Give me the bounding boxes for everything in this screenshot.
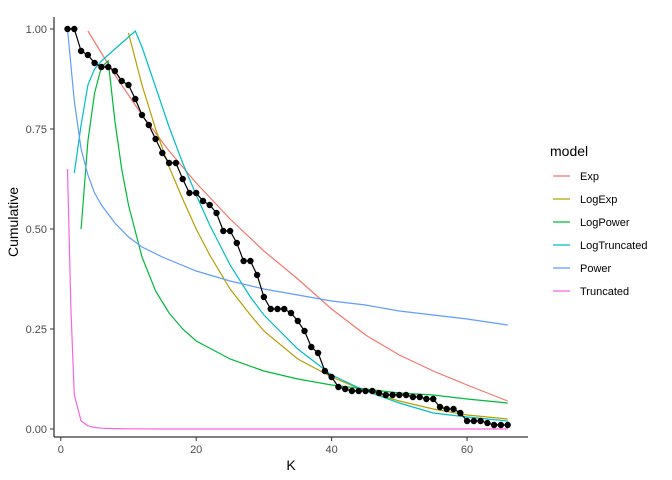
observed-point [240, 257, 247, 265]
observed-point [362, 387, 369, 395]
observed-point [375, 389, 383, 397]
observed-point [484, 419, 491, 427]
observed-point [71, 25, 78, 33]
observed-point [402, 391, 410, 399]
x-tick-label: 0 [58, 444, 64, 456]
observed-point [253, 271, 261, 279]
axes [53, 17, 528, 438]
series-line-logexp [127, 32, 508, 420]
observed-point [267, 305, 274, 313]
legend-title: model [550, 143, 588, 159]
legend-label-power: Power [580, 263, 612, 275]
series-line-logpower [80, 59, 508, 404]
observed-point [382, 391, 389, 399]
observed-point [423, 395, 430, 403]
y-tick-label: 0.00 [26, 424, 47, 436]
observed-point [450, 405, 457, 413]
x-tick-label: 60 [461, 444, 473, 456]
model-lines [64, 25, 511, 430]
legend-label-exp: Exp [580, 171, 599, 183]
observed-point [125, 81, 132, 89]
y-tick-label: 0.50 [26, 224, 47, 236]
y-tick-label: 1.00 [26, 24, 47, 36]
observed-point [165, 159, 173, 167]
y-axis-title: Cumulative [5, 187, 21, 257]
observed-point [409, 393, 417, 401]
observed-point [247, 257, 254, 265]
legend-label-logexp: LogExp [580, 194, 617, 206]
observed-point [308, 343, 315, 351]
observed-point [457, 409, 464, 417]
observed-point [111, 67, 119, 75]
observed-point [301, 327, 308, 335]
observed-point [199, 197, 207, 205]
observed-point [159, 149, 166, 157]
series-line-exp [87, 30, 508, 402]
observed-point [389, 391, 396, 399]
observed-point [132, 95, 139, 103]
observed-point [260, 293, 268, 301]
observed-point [490, 421, 498, 429]
observed-point [335, 383, 342, 391]
observed-point [274, 305, 281, 313]
observed-point [281, 305, 288, 313]
x-tick-label: 20 [190, 444, 202, 456]
observed-point [172, 159, 180, 167]
observed-point [477, 417, 484, 425]
observed-point [436, 403, 444, 411]
observed-point [430, 395, 437, 403]
ticks: 0 20 40 60 0.00 0.25 0.50 0.75 1.00 [26, 24, 474, 456]
observed-point [396, 391, 403, 399]
observed-point [348, 387, 356, 395]
legend-label-truncated: Truncated [580, 286, 629, 298]
observed-point [220, 227, 227, 235]
observed-point [105, 63, 112, 71]
observed-point [77, 47, 85, 55]
observed-point [443, 405, 450, 413]
series-line-truncated [66, 168, 508, 430]
series-line-power [66, 28, 508, 326]
x-tick-label: 40 [326, 444, 338, 456]
observed-point [206, 201, 213, 209]
observed-point [504, 421, 511, 429]
observed-point [470, 417, 477, 425]
observed-point [186, 189, 193, 197]
x-axis-title: K [286, 457, 296, 473]
observed-point [193, 189, 200, 197]
y-tick-label: 0.25 [26, 324, 47, 336]
observed-point [328, 373, 335, 381]
observed-point [355, 387, 362, 395]
observed-point [226, 227, 234, 235]
observed-point [342, 385, 349, 393]
legend-label-logtruncated: LogTruncated [580, 240, 647, 252]
observed-point [321, 367, 329, 375]
observed-point [118, 77, 125, 85]
observed-point [145, 121, 152, 129]
observed-point [369, 387, 376, 395]
observed-point [463, 417, 471, 425]
legend-label-logpower: LogPower [580, 217, 630, 229]
observed-point [64, 25, 71, 33]
observed-point [213, 209, 220, 217]
observed-point [314, 349, 322, 357]
observed-point [98, 63, 105, 71]
observed-line [67, 28, 508, 426]
series-line-logtruncated [73, 29, 508, 422]
y-tick-label: 0.75 [26, 124, 47, 136]
observed-point [497, 421, 505, 429]
legend: model Exp LogExp LogPower LogTruncated Power… [550, 143, 647, 298]
observed-point [294, 317, 301, 325]
observed-point [287, 309, 295, 317]
plot-area [64, 25, 511, 430]
observed-point [84, 51, 92, 59]
observed-point [138, 111, 146, 119]
observed-point [179, 175, 186, 183]
observed-point [416, 393, 423, 401]
observed-point [233, 239, 240, 247]
observed-point [152, 135, 159, 143]
observed-point [91, 59, 98, 67]
